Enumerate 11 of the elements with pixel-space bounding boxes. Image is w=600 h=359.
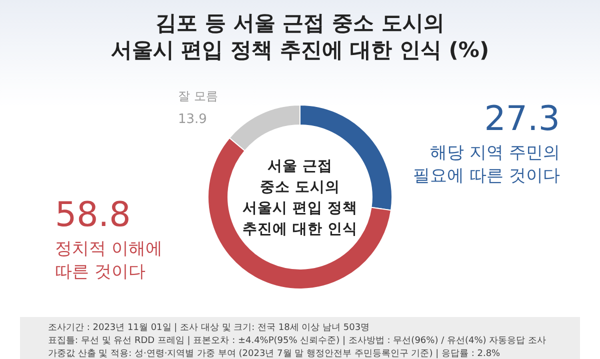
slice-label: 해당 지역 주민의 필요에 따른 것이다 [413,143,560,186]
text: 서울 근접 중소 도시의 서울시 편입 정책 추진에 대한 인식 [242,158,358,238]
data-label: 27.3 [484,99,560,139]
slice-label: 정치적 이해에 따른 것이다 [55,239,162,282]
chart-title: 김포 등 서울 근접 중소 도시의 서울시 편입 정책 추진에 대한 인식 (%) [110,11,490,62]
text: 조사기간 : 2023년 11월 01일 | 조사 대상 및 크기: 전국 18세 이상 남녀 503명 [48,323,370,333]
text: 표집틀: 무선 및 유선 RDD 프레임 | 표본오차 : ±4.4%P(95% 신뢰수준) | 조사방법 : 무선(96%) / 유선(4%) 자동응답 조사 [48,336,546,346]
text: 가중값 산출 및 적용: 성·연령·지역별 가중 부여 (2023년 7월 말 행정안전부 주민등록인구 기준) | 응답률 : 2.8% [48,349,501,359]
slice-label: 잘 모름 [178,89,218,103]
data-label: 13.9 [178,112,207,127]
data-label: 58.8 [55,195,131,235]
